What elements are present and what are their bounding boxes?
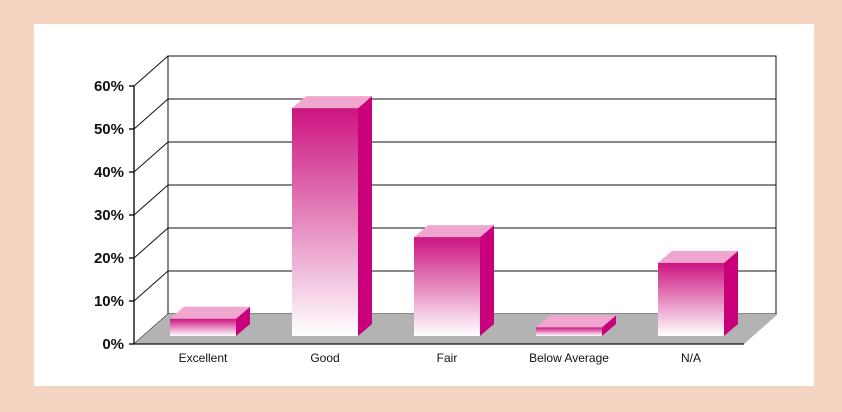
y-tick-label: 30% xyxy=(94,207,124,224)
bar-side xyxy=(358,96,372,336)
survey-bar-chart: 0% 10% 20% 30% 40% 50% 60% Excellent Good Fair Be… xyxy=(94,55,778,365)
grid-diagonal xyxy=(133,98,169,130)
bar-front xyxy=(414,237,480,336)
x-category-labels: Excellent Good Fair Below Average N/A xyxy=(179,351,701,365)
bar-n-a xyxy=(658,250,738,336)
bar-front xyxy=(658,262,724,336)
bar-side xyxy=(236,306,250,336)
x-category-label: Below Average xyxy=(529,351,609,365)
bars xyxy=(170,96,738,336)
bar-below-average xyxy=(536,315,616,336)
bar-top xyxy=(414,225,494,238)
chart-panel: 0% 10% 20% 30% 40% 50% 60% Excellent Good Fair Be… xyxy=(34,24,814,386)
grid-diagonal xyxy=(133,141,169,173)
bar-top xyxy=(658,250,738,263)
bar-front xyxy=(170,318,236,336)
y-axis xyxy=(129,85,135,345)
y-tick-label: 40% xyxy=(94,164,124,181)
bar-side xyxy=(602,315,616,336)
grid-diagonal xyxy=(133,184,169,216)
bar-excellent xyxy=(170,306,250,336)
grid-diagonal xyxy=(133,55,169,87)
bar-side xyxy=(724,250,738,336)
y-tick-label: 60% xyxy=(94,78,124,95)
grid-diagonal xyxy=(133,270,169,302)
y-tick-label: 20% xyxy=(94,250,124,267)
y-tick-labels: 0% 10% 20% 30% 40% 50% 60% xyxy=(94,78,124,353)
x-category-label: N/A xyxy=(681,351,701,365)
bar-side xyxy=(480,225,494,336)
bar-top xyxy=(170,306,250,319)
y-tick-label: 50% xyxy=(94,121,124,138)
x-category-label: Fair xyxy=(437,351,458,365)
bar-top xyxy=(292,96,372,109)
bar-good xyxy=(292,96,372,336)
x-category-label: Excellent xyxy=(179,351,228,365)
grid-diagonal xyxy=(133,227,169,259)
x-category-label: Good xyxy=(310,351,339,365)
bar-front xyxy=(536,327,602,336)
bar-top xyxy=(536,315,616,328)
bar-front xyxy=(292,108,358,336)
y-tick-label: 0% xyxy=(102,336,124,353)
bar-fair xyxy=(414,225,494,336)
y-tick-label: 10% xyxy=(94,293,124,310)
